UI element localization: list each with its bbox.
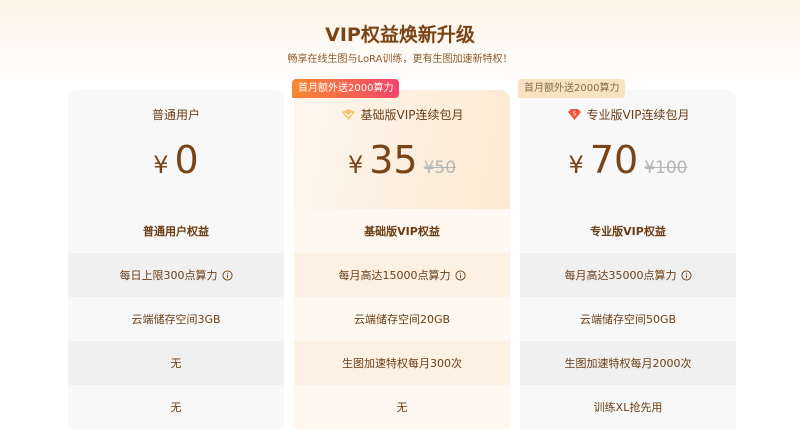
original-price: ¥50 — [423, 158, 457, 178]
plan-header: 首月额外送2000算力 S 专业版VIP连续包月 ¥ 70 ¥100 — [518, 79, 736, 209]
benefit-text: 无 — [170, 357, 182, 370]
benefit-text: 云端储存空间50GB — [579, 313, 677, 326]
benefit-row: 生图加速特权每月2000次 — [520, 341, 736, 385]
benefit-row: 每日上限300点算力 — [68, 253, 284, 297]
plan-card-pro-vip[interactable]: 首月额外送2000算力 S 专业版VIP连续包月 ¥ 70 ¥100 专业版VI… — [518, 79, 736, 429]
currency-symbol: ¥ — [347, 151, 364, 179]
benefit-text: 专业版VIP权益 — [590, 225, 666, 238]
benefit-text: 无 — [170, 401, 182, 414]
benefit-row: 无 — [294, 385, 510, 429]
plan-name: 基础版VIP连续包月 — [360, 108, 464, 122]
benefit-row: 训练XL抢先用 — [520, 385, 736, 429]
page-subtitle: 畅享在线生图与LoRA训练，更有生图加速新特权！ — [287, 54, 513, 65]
info-icon[interactable] — [221, 269, 233, 281]
price-amount: 70 — [589, 138, 639, 182]
benefit-text: 每月高达35000点算力 — [564, 269, 677, 282]
plan-price: ¥ 0 — [68, 138, 284, 182]
benefit-row: 生图加速特权每月300次 — [294, 341, 510, 385]
benefit-row: 云端储存空间3GB — [68, 297, 284, 341]
plan-header: 普通用户 ¥ 0 — [68, 90, 284, 209]
benefit-text: 基础版VIP权益 — [364, 225, 440, 238]
benefit-row: 无 — [68, 385, 284, 429]
benefit-text: 每月高达15000点算力 — [338, 269, 451, 282]
svg-text:S: S — [572, 111, 576, 118]
benefit-row: 专业版VIP权益 — [520, 209, 736, 253]
info-icon[interactable] — [454, 269, 466, 281]
info-icon[interactable] — [680, 269, 692, 281]
benefit-row: 普通用户权益 — [68, 209, 284, 253]
plan-name: 普通用户 — [151, 108, 200, 122]
price-amount: 35 — [369, 138, 418, 182]
plan-price: ¥ 35 ¥50 — [294, 138, 510, 182]
benefit-text: 云端储存空间3GB — [131, 313, 221, 326]
header-background — [0, 0, 800, 90]
benefit-row: 无 — [68, 341, 284, 385]
original-price: ¥100 — [644, 158, 688, 178]
benefit-row: 每月高达35000点算力 — [520, 253, 736, 297]
benefit-text: 无 — [396, 401, 408, 414]
benefit-row: 每月高达15000点算力 — [294, 253, 510, 297]
plan-name: 专业版VIP连续包月 — [586, 108, 690, 122]
plan-header: 首月额外送2000算力 基础版VIP连续包月 ¥ 35 ¥50 — [292, 79, 510, 209]
promo-tag: 首月额外送2000算力 — [292, 79, 400, 98]
plan-price: ¥ 70 ¥100 — [520, 138, 736, 182]
plan-card-basic-vip[interactable]: 首月额外送2000算力 基础版VIP连续包月 ¥ 35 ¥50 基础版VIP权益… — [292, 79, 510, 429]
benefit-row: 云端储存空间50GB — [520, 297, 736, 341]
benefit-text: 每日上限300点算力 — [119, 269, 218, 282]
benefit-row: 基础版VIP权益 — [294, 209, 510, 253]
benefit-row: 云端储存空间20GB — [294, 297, 510, 341]
price-amount: 0 — [174, 138, 199, 182]
currency-symbol: ¥ — [153, 151, 169, 179]
currency-symbol: ¥ — [568, 151, 584, 179]
benefit-text: 生图加速特权每月300次 — [342, 357, 462, 370]
gold-badge-icon — [341, 109, 355, 120]
red-gem-icon: S — [567, 109, 581, 120]
page-title: VIP权益焕新升级 — [325, 24, 475, 46]
promo-tag: 首月额外送2000算力 — [518, 79, 626, 98]
plan-card-free[interactable]: 普通用户 ¥ 0 普通用户权益 每日上限300点算力 云端储存空间3GB 无 无 — [68, 90, 284, 429]
benefit-text: 普通用户权益 — [143, 225, 209, 238]
benefit-text: 生图加速特权每月2000次 — [564, 357, 692, 370]
benefit-text: 云端储存空间20GB — [353, 313, 451, 326]
benefit-text: 训练XL抢先用 — [593, 401, 663, 414]
